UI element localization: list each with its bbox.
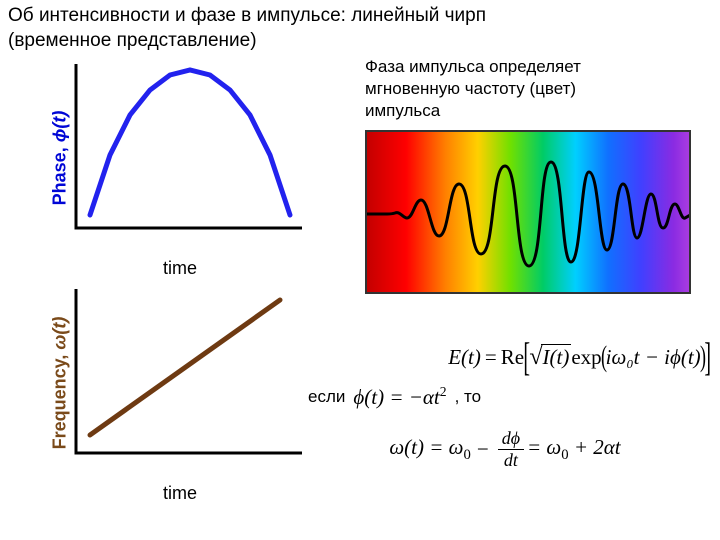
eq-field: E(t) = Re [ √ I(t) exp ( iω₀t − iϕ(t) ) … xyxy=(300,340,710,374)
freq-ylabel: Frequency, ω(t) xyxy=(50,313,71,453)
freq-plot: Frequency, ω(t) time xyxy=(30,285,330,480)
left-column: Phase, ϕ(t) time Frequency, ω(t) time xyxy=(30,60,330,510)
bracket-close-icon: ] xyxy=(704,341,711,373)
title-line1: Об интенсивности и фазе в импульсе: лине… xyxy=(8,5,486,26)
right-column: Фаза импульса определяет мгновенную част… xyxy=(365,56,705,294)
freq-line xyxy=(90,300,280,435)
spectrum-svg xyxy=(367,132,691,294)
fraction: dϕ dt xyxy=(498,428,524,471)
bracket-open-icon: [ xyxy=(523,341,530,373)
phase-plot: Phase, ϕ(t) time xyxy=(30,60,330,255)
phase-xlabel: time xyxy=(163,258,197,279)
caption: Фаза импульса определяет мгновенную част… xyxy=(365,56,705,122)
phase-ylabel: Phase, ϕ(t) xyxy=(50,88,71,228)
page-title: Об интенсивности и фазе в импульсе: лине… xyxy=(8,4,486,53)
sqrt-icon: √ I(t) xyxy=(529,344,571,371)
phase-plot-svg xyxy=(70,60,310,240)
eq-phi: если ϕ(t) = −αt2 , то xyxy=(300,384,710,410)
eq-omega: ω(t) = ω0 − dϕ dt = ω0 + 2αt xyxy=(300,428,710,471)
spectrum-panel xyxy=(365,130,691,294)
equations: E(t) = Re [ √ I(t) exp ( iω₀t − iϕ(t) ) … xyxy=(300,340,710,471)
title-line2: (временное представление) xyxy=(8,30,257,51)
spectrum-bg xyxy=(367,132,691,294)
freq-xlabel: time xyxy=(163,483,197,504)
freq-axes xyxy=(76,289,302,453)
phase-curve xyxy=(90,70,290,215)
freq-plot-svg xyxy=(70,285,310,465)
